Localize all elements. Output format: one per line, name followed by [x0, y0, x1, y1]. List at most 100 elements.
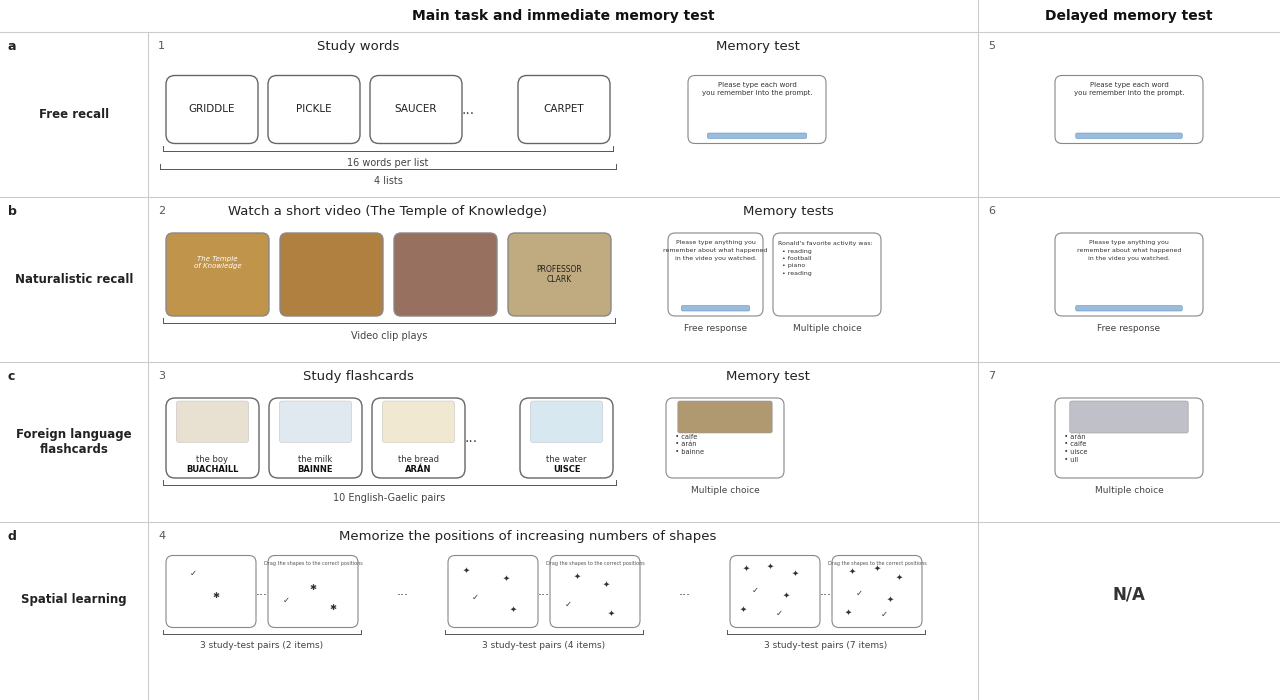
- Text: the bread: the bread: [398, 456, 439, 465]
- FancyBboxPatch shape: [518, 76, 611, 144]
- FancyBboxPatch shape: [1070, 401, 1188, 433]
- Text: 6: 6: [988, 206, 995, 216]
- Text: ✱: ✱: [310, 583, 316, 592]
- Text: a: a: [8, 40, 17, 53]
- Text: ✓: ✓: [881, 610, 888, 619]
- Text: ✦: ✦: [791, 569, 799, 578]
- Text: ✦: ✦: [509, 605, 516, 614]
- FancyBboxPatch shape: [383, 401, 454, 442]
- Text: Free response: Free response: [1097, 324, 1161, 333]
- Text: • reading: • reading: [778, 271, 812, 276]
- Text: ...: ...: [256, 585, 268, 598]
- Text: in the video you watched.: in the video you watched.: [1088, 256, 1170, 261]
- FancyBboxPatch shape: [681, 305, 750, 311]
- FancyBboxPatch shape: [520, 398, 613, 478]
- FancyBboxPatch shape: [394, 233, 497, 316]
- Text: Foreign language
flashcards: Foreign language flashcards: [17, 428, 132, 456]
- Text: 3 study-test pairs (2 items): 3 study-test pairs (2 items): [201, 641, 324, 650]
- Text: ✦: ✦: [896, 573, 902, 582]
- FancyBboxPatch shape: [1075, 133, 1183, 139]
- Text: ✦: ✦: [767, 562, 774, 570]
- FancyBboxPatch shape: [530, 401, 603, 442]
- Text: ...: ...: [465, 431, 477, 445]
- Text: Memory test: Memory test: [726, 370, 810, 383]
- Text: • caife: • caife: [671, 434, 698, 440]
- Text: Please type anything you: Please type anything you: [1089, 240, 1169, 245]
- Text: • arán: • arán: [671, 442, 696, 447]
- Text: Video clip plays: Video clip plays: [351, 331, 428, 341]
- Text: BUACHAILL: BUACHAILL: [187, 465, 238, 473]
- Text: Free recall: Free recall: [38, 108, 109, 121]
- Text: ✓: ✓: [855, 589, 863, 597]
- Text: d: d: [8, 530, 17, 543]
- FancyBboxPatch shape: [370, 76, 462, 144]
- FancyBboxPatch shape: [668, 233, 763, 316]
- Text: 4 lists: 4 lists: [374, 176, 402, 186]
- Text: ✦: ✦: [849, 567, 855, 576]
- Text: Memorize the positions of increasing numbers of shapes: Memorize the positions of increasing num…: [339, 530, 717, 543]
- FancyBboxPatch shape: [773, 233, 881, 316]
- Text: in the video you watched.: in the video you watched.: [675, 256, 756, 261]
- Text: Please type each word: Please type each word: [718, 83, 796, 88]
- FancyBboxPatch shape: [280, 233, 383, 316]
- Text: ✦: ✦: [603, 580, 609, 589]
- FancyBboxPatch shape: [1055, 398, 1203, 478]
- FancyBboxPatch shape: [550, 556, 640, 627]
- FancyBboxPatch shape: [666, 398, 783, 478]
- Text: N/A: N/A: [1112, 585, 1146, 603]
- Text: you remember into the prompt.: you remember into the prompt.: [1074, 90, 1184, 97]
- Text: ✓: ✓: [283, 596, 289, 605]
- Text: • reading: • reading: [778, 248, 812, 253]
- FancyBboxPatch shape: [678, 401, 772, 433]
- Text: • bainne: • bainne: [671, 449, 704, 455]
- Text: ✓: ✓: [776, 608, 783, 617]
- Text: ...: ...: [397, 585, 410, 598]
- Text: remember about what happened: remember about what happened: [1076, 248, 1181, 253]
- Text: 16 words per list: 16 words per list: [347, 158, 429, 169]
- Text: the water: the water: [547, 456, 586, 465]
- Text: ✦: ✦: [740, 605, 748, 614]
- FancyBboxPatch shape: [689, 76, 826, 144]
- Text: Drag the shapes to the correct positions: Drag the shapes to the correct positions: [545, 561, 644, 566]
- Text: 7: 7: [988, 371, 995, 381]
- Text: Study flashcards: Study flashcards: [302, 370, 413, 383]
- Text: PICKLE: PICKLE: [296, 104, 332, 115]
- Text: ✦: ✦: [462, 566, 470, 575]
- FancyBboxPatch shape: [1055, 233, 1203, 316]
- Text: the milk: the milk: [298, 456, 333, 465]
- Text: Watch a short video (The Temple of Knowledge): Watch a short video (The Temple of Knowl…: [229, 205, 548, 218]
- Text: ✱: ✱: [212, 591, 219, 600]
- Text: Multiple choice: Multiple choice: [691, 486, 759, 495]
- Text: Drag the shapes to the correct positions: Drag the shapes to the correct positions: [264, 561, 362, 566]
- Text: Spatial learning: Spatial learning: [22, 593, 127, 606]
- Text: ✦: ✦: [608, 608, 614, 617]
- Text: 1: 1: [157, 41, 165, 51]
- Text: Drag the shapes to the correct positions: Drag the shapes to the correct positions: [828, 561, 927, 566]
- Text: • piano: • piano: [778, 263, 805, 269]
- FancyBboxPatch shape: [730, 556, 820, 627]
- Text: ARÁN: ARÁN: [406, 465, 431, 473]
- Text: ✓: ✓: [471, 593, 479, 602]
- Text: • ull: • ull: [1060, 456, 1078, 463]
- Text: Delayed memory test: Delayed memory test: [1046, 9, 1213, 23]
- Text: CARPET: CARPET: [544, 104, 584, 115]
- FancyBboxPatch shape: [1075, 305, 1183, 311]
- Text: Please type each word: Please type each word: [1089, 83, 1169, 88]
- Text: ✦: ✦: [503, 574, 509, 583]
- Text: SAUCER: SAUCER: [394, 104, 438, 115]
- Text: the boy: the boy: [197, 456, 229, 465]
- FancyBboxPatch shape: [166, 398, 259, 478]
- FancyBboxPatch shape: [268, 76, 360, 144]
- Text: BAINNE: BAINNE: [298, 465, 333, 473]
- Text: UISCE: UISCE: [553, 465, 580, 473]
- FancyBboxPatch shape: [508, 233, 611, 316]
- FancyBboxPatch shape: [708, 133, 806, 139]
- Text: Main task and immediate memory test: Main task and immediate memory test: [412, 9, 714, 23]
- Text: The Temple
of Knowledge: The Temple of Knowledge: [193, 256, 242, 269]
- Text: ✓: ✓: [564, 600, 571, 609]
- FancyBboxPatch shape: [372, 398, 465, 478]
- Text: 3 study-test pairs (4 items): 3 study-test pairs (4 items): [483, 641, 605, 650]
- Text: ✦: ✦: [845, 607, 851, 616]
- Text: ✦: ✦: [742, 564, 750, 573]
- Text: c: c: [8, 370, 15, 383]
